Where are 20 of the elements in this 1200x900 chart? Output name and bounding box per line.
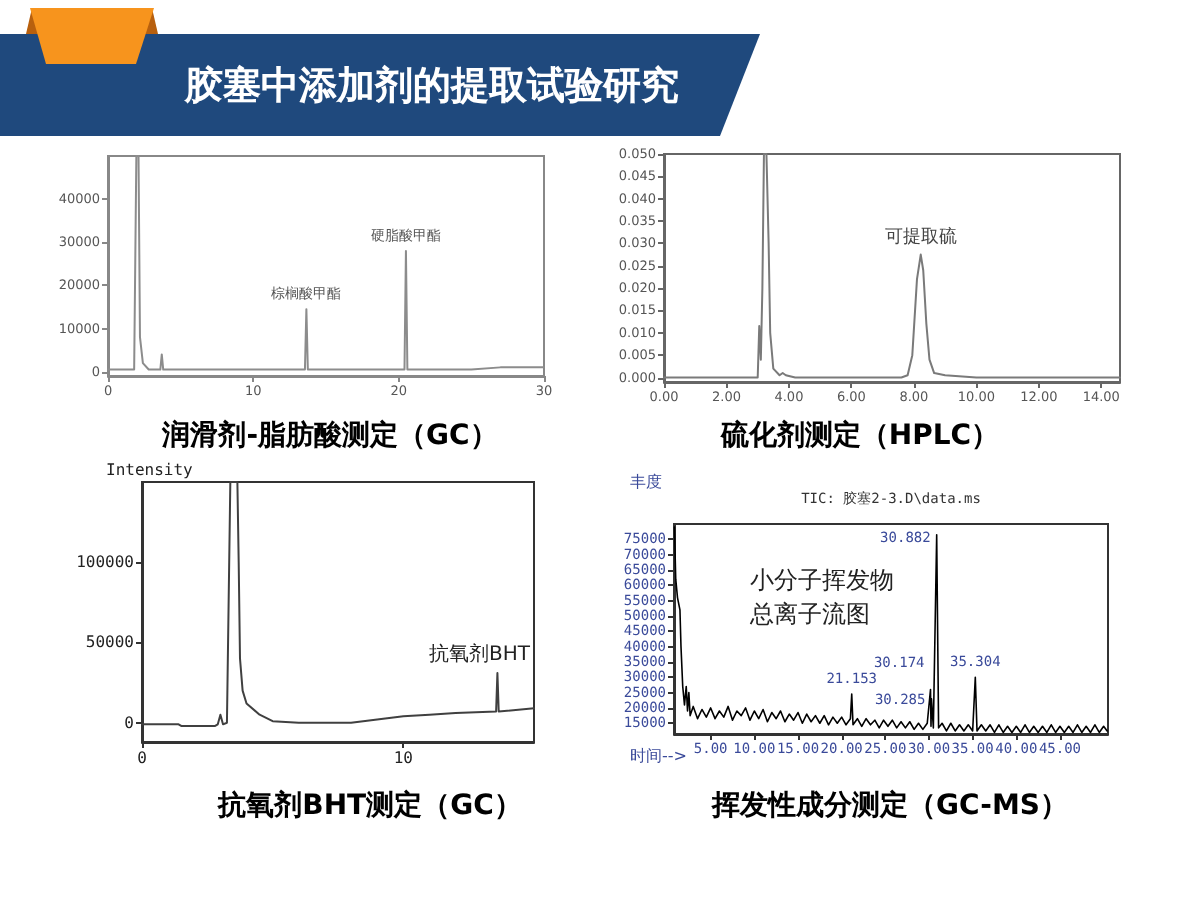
annotation: 小分子挥发物 <box>750 566 894 594</box>
text: 挥发性成分测定（GC-MS） <box>710 788 1068 822</box>
text: 硫化剂测定（HPLC） <box>718 418 1000 452</box>
line-series <box>141 481 535 727</box>
annotation: 总离子流图 <box>748 600 870 628</box>
line-series <box>107 155 545 371</box>
x-tick-label: 10 <box>393 749 414 767</box>
y-tick-label: 100000 <box>76 553 135 572</box>
y-axis-title: 丰度 <box>630 473 662 491</box>
text: 润滑剂-脂肪酸测定（GC） <box>160 418 498 452</box>
y-axis-title: Intensity <box>106 461 194 479</box>
line-series <box>673 526 1108 734</box>
y-tick-label: 50000 <box>85 633 135 652</box>
y-tick-label: 0 <box>124 713 135 732</box>
annotation: 可提取硫 <box>884 225 957 248</box>
x-tick-label: 0 <box>137 749 148 767</box>
x-axis-title: 时间--> <box>630 747 687 765</box>
text: 抗氧剂BHT测定（GC） <box>216 788 522 822</box>
annotation: 抗氧剂BHT <box>429 641 532 666</box>
text: 胶塞中添加剂的提取试验研究 <box>182 62 681 110</box>
